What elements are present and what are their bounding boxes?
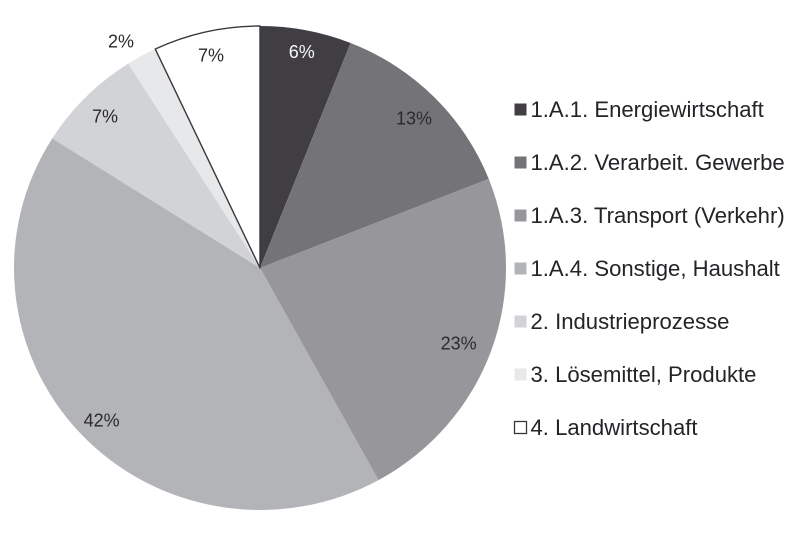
svg-text:2. Industrieprozesse: 2. Industrieprozesse — [531, 309, 730, 334]
svg-text:1.A.2. Verarbeit. Gewerbe: 1.A.2. Verarbeit. Gewerbe — [531, 150, 785, 175]
svg-text:7%: 7% — [92, 106, 118, 126]
svg-text:1.A.4. Sonstige, Haushalt: 1.A.4. Sonstige, Haushalt — [531, 256, 780, 281]
svg-text:6%: 6% — [289, 42, 315, 62]
svg-text:3. Lösemittel, Produkte: 3. Lösemittel, Produkte — [531, 362, 757, 387]
svg-text:42%: 42% — [84, 410, 120, 430]
svg-text:23%: 23% — [441, 333, 477, 353]
svg-text:13%: 13% — [396, 108, 432, 128]
svg-text:1.A.3. Transport (Verkehr): 1.A.3. Transport (Verkehr) — [531, 203, 785, 228]
svg-text:1.A.1. Energiewirtschaft: 1.A.1. Energiewirtschaft — [531, 97, 764, 122]
svg-text:2%: 2% — [108, 31, 134, 51]
svg-text:4. Landwirtschaft: 4. Landwirtschaft — [531, 415, 698, 440]
svg-text:7%: 7% — [198, 45, 224, 65]
